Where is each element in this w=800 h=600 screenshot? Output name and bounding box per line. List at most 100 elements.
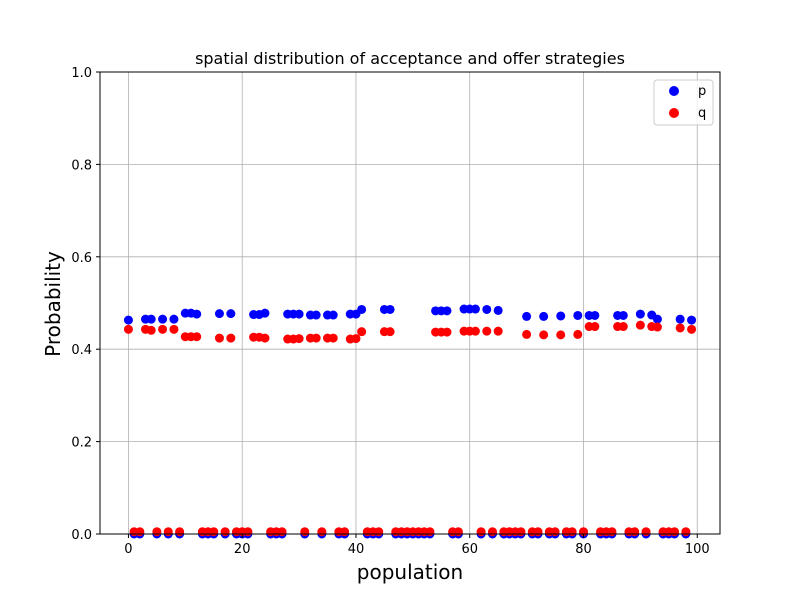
point-q (487, 527, 497, 537)
plot-frame (99, 71, 721, 535)
point-q (158, 324, 168, 334)
point-p (328, 310, 338, 320)
y-tick-label: 0.8 (71, 158, 92, 173)
point-q (163, 527, 173, 537)
point-q (573, 329, 583, 339)
point-p (635, 309, 645, 319)
x-tick-label: 40 (348, 542, 365, 557)
point-q (522, 329, 532, 339)
point-q (635, 320, 645, 330)
point-q (357, 327, 367, 337)
point-p (493, 305, 503, 315)
point-q (675, 323, 685, 333)
point-q (175, 527, 185, 537)
point-q (453, 527, 463, 537)
point-q (607, 527, 617, 537)
point-q (300, 527, 310, 537)
point-q (220, 527, 230, 537)
legend-marker-p (669, 86, 679, 96)
point-q (123, 324, 133, 334)
point-q (243, 527, 253, 537)
point-p (357, 304, 367, 314)
point-q (351, 334, 361, 344)
point-q (152, 527, 162, 537)
point-q (317, 527, 327, 537)
point-q (294, 334, 304, 344)
point-q (630, 527, 640, 537)
point-q (277, 527, 287, 537)
point-q (226, 333, 236, 343)
point-p (311, 310, 321, 320)
point-q (470, 326, 480, 336)
point-p (482, 304, 492, 314)
point-q (442, 327, 452, 337)
point-p (573, 310, 583, 320)
point-q (539, 330, 549, 340)
y-tick-label: 0.4 (71, 343, 92, 358)
legend-marker-q (669, 108, 679, 118)
point-p (385, 304, 395, 314)
y-tick-label: 0.6 (71, 251, 92, 266)
point-q (590, 322, 600, 332)
point-p (123, 315, 133, 325)
x-axis-title: population (357, 560, 463, 584)
y-tick-label: 0.2 (71, 436, 92, 451)
y-axis-title: Probability (41, 251, 65, 357)
point-q (550, 527, 560, 537)
point-q (328, 333, 338, 343)
point-q (533, 527, 543, 537)
point-p (470, 304, 480, 314)
point-q (385, 327, 395, 337)
point-p (590, 310, 600, 320)
point-p (214, 309, 224, 319)
point-q (260, 333, 270, 343)
x-tick-label: 20 (234, 542, 251, 557)
point-p (675, 314, 685, 324)
point-p (618, 310, 628, 320)
point-q (618, 322, 628, 332)
point-p (652, 314, 662, 324)
chart-title: spatial distribution of acceptance and o… (195, 49, 625, 68)
x-tick-label: 0 (124, 542, 132, 557)
x-tick-label: 100 (685, 542, 710, 557)
point-q (681, 527, 691, 537)
y-tick-label: 0.0 (71, 528, 92, 543)
point-p (556, 311, 566, 321)
point-q (425, 527, 435, 537)
x-tick-label: 80 (575, 542, 592, 557)
point-q (135, 527, 145, 537)
point-q (192, 332, 202, 342)
point-q (146, 325, 156, 335)
legend: p q (653, 79, 714, 126)
point-q (567, 527, 577, 537)
point-q (687, 324, 697, 334)
point-q (169, 324, 179, 334)
point-p (294, 309, 304, 319)
point-q (652, 322, 662, 332)
point-q (641, 527, 651, 537)
point-q (556, 330, 566, 340)
point-p (687, 315, 697, 325)
legend-label-q: q (698, 106, 706, 121)
point-q (493, 326, 503, 336)
point-q (311, 333, 321, 343)
point-q (482, 326, 492, 336)
point-p (539, 311, 549, 321)
point-p (260, 308, 270, 318)
point-p (226, 309, 236, 319)
point-q (374, 527, 384, 537)
point-q (516, 527, 526, 537)
y-tick-label: 1.0 (71, 66, 92, 81)
point-p (146, 314, 156, 324)
point-q (340, 527, 350, 537)
point-p (158, 314, 168, 324)
legend-box (653, 79, 714, 126)
point-p (522, 311, 532, 321)
point-q (670, 527, 679, 537)
point-q (476, 527, 486, 537)
point-p (192, 309, 202, 319)
point-q (209, 527, 219, 537)
axis-ticks: 0 20 40 60 80 100 0.0 0.2 0.4 0.6 0.8 1.0 (71, 66, 709, 557)
point-p (169, 314, 179, 324)
point-p (442, 306, 452, 316)
